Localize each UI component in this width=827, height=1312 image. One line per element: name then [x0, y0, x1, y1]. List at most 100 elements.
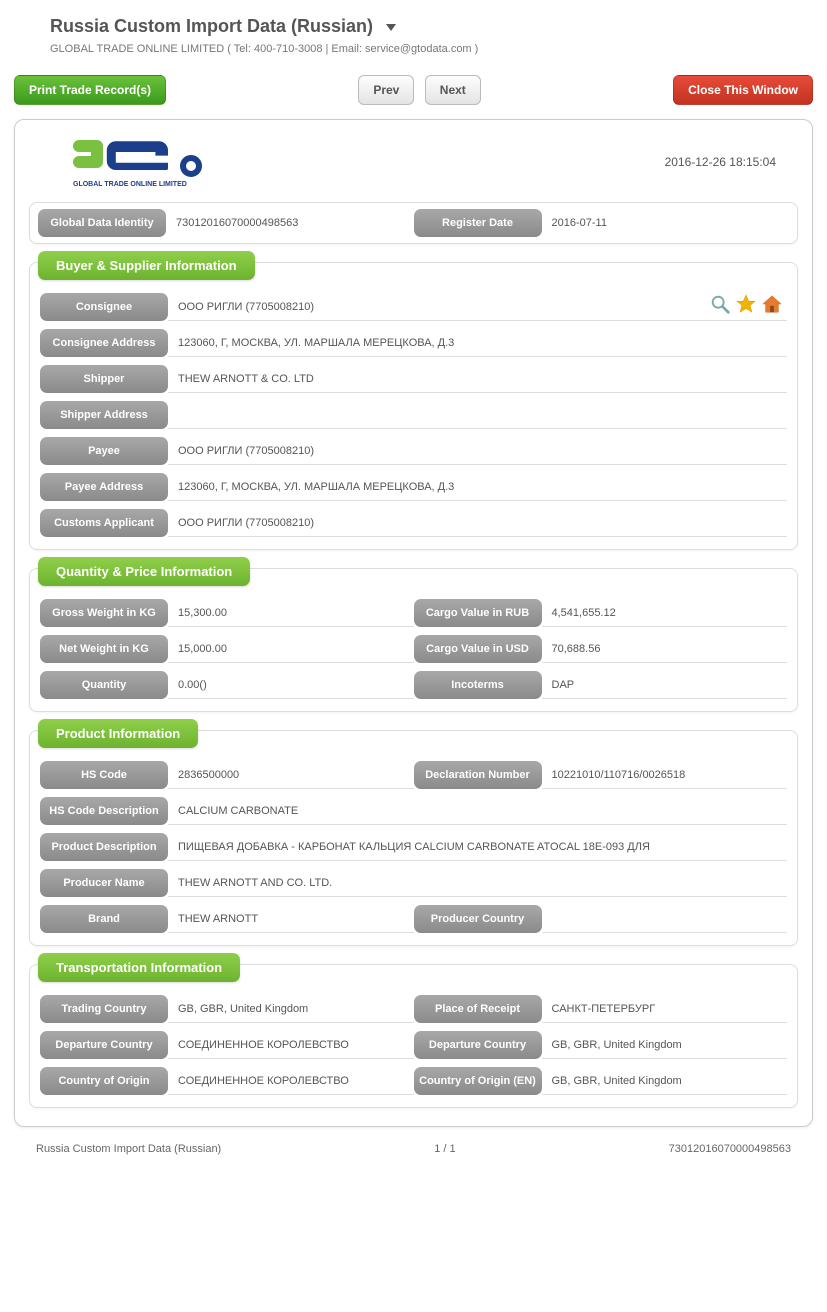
field-value: СОЕДИНЕННОЕ КОРОЛЕВСТВО	[168, 1031, 414, 1059]
field-label: Producer Country	[414, 905, 542, 933]
field-label: Payee	[40, 437, 168, 465]
star-icon[interactable]	[735, 293, 757, 320]
data-row: Shipper Address	[40, 401, 787, 429]
field-value: THEW ARNOTT AND CO. LTD.	[168, 869, 787, 897]
footer-right: 73012016070000498563	[669, 1143, 791, 1155]
field-value: 70,688.56	[542, 635, 788, 663]
data-row: Trading CountryGB, GBR, United KingdomPl…	[40, 995, 787, 1023]
field-label: Quantity	[40, 671, 168, 699]
field-value: 10221010/110716/0026518	[542, 761, 788, 789]
page-footer: Russia Custom Import Data (Russian) 1 / …	[0, 1127, 827, 1173]
field-label: Trading Country	[40, 995, 168, 1023]
field-label: Net Weight in KG	[40, 635, 168, 663]
data-row: Customs ApplicantООО РИГЛИ (7705008210)	[40, 509, 787, 537]
field-value: СОЕДИНЕННОЕ КОРОЛЕВСТВО	[168, 1067, 414, 1095]
data-row: ShipperTHEW ARNOTT & CO. LTD	[40, 365, 787, 393]
data-row: Producer NameTHEW ARNOTT AND CO. LTD.	[40, 869, 787, 897]
field-value: CALCIUM CARBONATE	[168, 797, 787, 825]
field-label: Country of Origin (EN)	[414, 1067, 542, 1095]
data-row: HS Code DescriptionCALCIUM CARBONATE	[40, 797, 787, 825]
buyer-supplier-section: Buyer & Supplier Information ConsigneeОО…	[29, 262, 798, 550]
footer-left: Russia Custom Import Data (Russian)	[36, 1143, 221, 1155]
field-value: THEW ARNOTT & CO. LTD	[168, 365, 787, 393]
field-value: GB, GBR, United Kingdom	[542, 1031, 788, 1059]
field-label: Consignee	[40, 293, 168, 321]
field-label: Brand	[40, 905, 168, 933]
section-title: Product Information	[38, 719, 198, 748]
gdi-value: 73012016070000498563	[166, 209, 414, 237]
footer-center: 1 / 1	[434, 1143, 455, 1155]
search-icon[interactable]	[709, 293, 731, 320]
section-title: Buyer & Supplier Information	[38, 251, 255, 280]
data-row: Product DescriptionПИЩЕВАЯ ДОБАВКА - КАР…	[40, 833, 787, 861]
field-label: Consignee Address	[40, 329, 168, 357]
field-value: ООО РИГЛИ (7705008210)	[168, 437, 787, 465]
field-value: THEW ARNOTT	[168, 905, 414, 933]
close-button[interactable]: Close This Window	[673, 75, 813, 105]
field-label: Product Description	[40, 833, 168, 861]
field-label: Gross Weight in KG	[40, 599, 168, 627]
home-icon[interactable]	[761, 293, 783, 320]
field-label: Producer Name	[40, 869, 168, 897]
data-row: ConsigneeООО РИГЛИ (7705008210)	[40, 293, 787, 321]
data-row: Quantity0.00()IncotermsDAP	[40, 671, 787, 699]
data-row: Payee Address123060, Г, МОСКВА, УЛ. МАРШ…	[40, 473, 787, 501]
field-value: 4,541,655.12	[542, 599, 788, 627]
dropdown-arrow-icon[interactable]	[386, 24, 396, 31]
print-button[interactable]: Print Trade Record(s)	[14, 75, 166, 105]
product-section: Product Information HS Code2836500000Dec…	[29, 730, 798, 946]
next-button[interactable]: Next	[425, 75, 481, 105]
page-title: Russia Custom Import Data (Russian)	[50, 16, 373, 37]
field-label: Customs Applicant	[40, 509, 168, 537]
field-value: GB, GBR, United Kingdom	[168, 995, 414, 1023]
regdate-value: 2016-07-11	[542, 209, 790, 237]
field-value: 15,300.00	[168, 599, 414, 627]
field-label: Departure Country	[414, 1031, 542, 1059]
prev-button[interactable]: Prev	[358, 75, 414, 105]
gdi-label: Global Data Identity	[38, 209, 166, 237]
field-value: GB, GBR, United Kingdom	[542, 1067, 788, 1095]
field-value: ООО РИГЛИ (7705008210)	[168, 509, 787, 537]
data-row: BrandTHEW ARNOTTProducer Country	[40, 905, 787, 933]
field-value: DAP	[542, 671, 788, 699]
field-label: Place of Receipt	[414, 995, 542, 1023]
field-label: Cargo Value in RUB	[414, 599, 542, 627]
field-value	[542, 905, 788, 933]
data-row: Net Weight in KG15,000.00Cargo Value in …	[40, 635, 787, 663]
svg-text:GLOBAL TRADE ONLINE LIMITED: GLOBAL TRADE ONLINE LIMITED	[73, 181, 187, 188]
field-label: Shipper Address	[40, 401, 168, 429]
identity-row: Global Data Identity 7301201607000049856…	[29, 202, 798, 244]
field-label: Declaration Number	[414, 761, 542, 789]
quantity-price-section: Quantity & Price Information Gross Weigh…	[29, 568, 798, 712]
field-value: САНКТ-ПЕТЕРБУРГ	[542, 995, 788, 1023]
field-label: Shipper	[40, 365, 168, 393]
field-label: Departure Country	[40, 1031, 168, 1059]
timestamp: 2016-12-26 18:15:04	[665, 155, 798, 169]
data-row: Departure CountryСОЕДИНЕННОЕ КОРОЛЕВСТВО…	[40, 1031, 787, 1059]
company-logo: GLOBAL TRADE ONLINE LIMITED	[29, 134, 219, 190]
section-title: Quantity & Price Information	[38, 557, 250, 586]
field-value: ПИЩЕВАЯ ДОБАВКА - КАРБОНАТ КАЛЬЦИЯ CALCI…	[168, 833, 787, 861]
field-label: Payee Address	[40, 473, 168, 501]
field-value: 2836500000	[168, 761, 414, 789]
regdate-label: Register Date	[414, 209, 542, 237]
data-row: PayeeООО РИГЛИ (7705008210)	[40, 437, 787, 465]
data-row: Gross Weight in KG15,300.00Cargo Value i…	[40, 599, 787, 627]
section-title: Transportation Information	[38, 953, 240, 982]
field-label: HS Code	[40, 761, 168, 789]
record-card: GLOBAL TRADE ONLINE LIMITED 2016-12-26 1…	[14, 119, 813, 1127]
field-value: 15,000.00	[168, 635, 414, 663]
field-value: 123060, Г, МОСКВА, УЛ. МАРШАЛА МЕРЕЦКОВА…	[168, 473, 787, 501]
field-label: Cargo Value in USD	[414, 635, 542, 663]
field-value: ООО РИГЛИ (7705008210)	[168, 293, 787, 321]
data-row: Consignee Address123060, Г, МОСКВА, УЛ. …	[40, 329, 787, 357]
field-label: Country of Origin	[40, 1067, 168, 1095]
data-row: HS Code2836500000Declaration Number10221…	[40, 761, 787, 789]
transportation-section: Transportation Information Trading Count…	[29, 964, 798, 1108]
field-label: Incoterms	[414, 671, 542, 699]
data-row: Country of OriginСОЕДИНЕННОЕ КОРОЛЕВСТВО…	[40, 1067, 787, 1095]
field-value	[168, 401, 787, 429]
field-label: HS Code Description	[40, 797, 168, 825]
field-value: 0.00()	[168, 671, 414, 699]
company-subtitle: GLOBAL TRADE ONLINE LIMITED ( Tel: 400-7…	[50, 43, 811, 55]
